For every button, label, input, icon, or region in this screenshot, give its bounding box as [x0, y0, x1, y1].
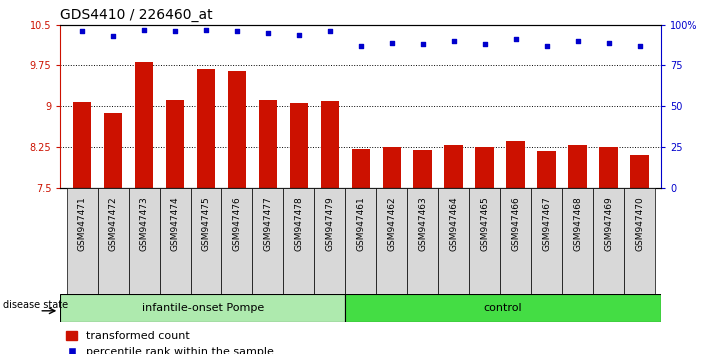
Bar: [383, 147, 401, 188]
Text: GSM947476: GSM947476: [232, 196, 242, 251]
Text: GSM947475: GSM947475: [201, 196, 210, 251]
Text: GSM947463: GSM947463: [418, 196, 427, 251]
Bar: [351, 149, 370, 188]
Bar: [630, 155, 649, 188]
Bar: [67, 188, 97, 294]
Bar: [221, 188, 252, 294]
Bar: [166, 100, 184, 188]
Bar: [376, 188, 407, 294]
Text: GSM947468: GSM947468: [573, 196, 582, 251]
Text: GSM947478: GSM947478: [294, 196, 304, 251]
Point: [139, 27, 150, 33]
Text: GSM947479: GSM947479: [326, 196, 334, 251]
Point: [356, 43, 367, 49]
Text: infantile-onset Pompe: infantile-onset Pompe: [141, 303, 264, 313]
Text: GSM947466: GSM947466: [511, 196, 520, 251]
Bar: [599, 147, 618, 188]
Bar: [562, 188, 593, 294]
Bar: [414, 150, 432, 188]
Point: [448, 38, 459, 44]
Bar: [129, 188, 159, 294]
Bar: [97, 188, 129, 294]
Bar: [438, 188, 469, 294]
Bar: [593, 188, 624, 294]
Legend: transformed count, percentile rank within the sample: transformed count, percentile rank withi…: [66, 331, 274, 354]
Point: [324, 28, 336, 34]
Bar: [228, 71, 246, 188]
Bar: [444, 145, 463, 188]
Bar: [345, 294, 661, 322]
Point: [510, 36, 521, 42]
Text: GSM947473: GSM947473: [139, 196, 149, 251]
Bar: [538, 151, 556, 188]
Bar: [321, 101, 339, 188]
Text: GSM947474: GSM947474: [171, 196, 179, 251]
Text: GSM947461: GSM947461: [356, 196, 365, 251]
Text: GSM947472: GSM947472: [109, 196, 117, 251]
Bar: [135, 62, 154, 188]
Point: [262, 30, 274, 36]
Point: [417, 41, 429, 47]
Text: disease state: disease state: [3, 300, 68, 310]
Bar: [159, 188, 191, 294]
Text: GSM947469: GSM947469: [604, 196, 613, 251]
Bar: [568, 145, 587, 188]
Bar: [289, 103, 308, 188]
Bar: [476, 147, 494, 188]
Bar: [191, 188, 221, 294]
Point: [169, 28, 181, 34]
Point: [541, 43, 552, 49]
Point: [231, 28, 242, 34]
Text: GDS4410 / 226460_at: GDS4410 / 226460_at: [60, 8, 213, 22]
Point: [201, 27, 212, 33]
Text: GSM947462: GSM947462: [387, 196, 396, 251]
Bar: [531, 188, 562, 294]
Text: GSM947477: GSM947477: [264, 196, 272, 251]
Point: [603, 40, 614, 46]
Text: GSM947464: GSM947464: [449, 196, 458, 251]
Bar: [506, 142, 525, 188]
Point: [572, 38, 583, 44]
Bar: [252, 188, 284, 294]
Text: GSM947471: GSM947471: [77, 196, 87, 251]
Bar: [73, 102, 92, 188]
Text: GSM947467: GSM947467: [542, 196, 551, 251]
Bar: [60, 294, 345, 322]
Bar: [346, 188, 376, 294]
Point: [76, 28, 87, 34]
Bar: [624, 188, 655, 294]
Point: [293, 32, 304, 38]
Bar: [501, 188, 531, 294]
Point: [386, 40, 397, 46]
Text: GSM947465: GSM947465: [480, 196, 489, 251]
Point: [107, 33, 119, 39]
Text: GSM947470: GSM947470: [635, 196, 644, 251]
Bar: [259, 100, 277, 188]
Bar: [314, 188, 346, 294]
Bar: [469, 188, 501, 294]
Point: [479, 41, 491, 47]
Bar: [407, 188, 438, 294]
Text: control: control: [483, 303, 523, 313]
Bar: [104, 113, 122, 188]
Bar: [284, 188, 314, 294]
Bar: [197, 69, 215, 188]
Point: [634, 43, 646, 49]
